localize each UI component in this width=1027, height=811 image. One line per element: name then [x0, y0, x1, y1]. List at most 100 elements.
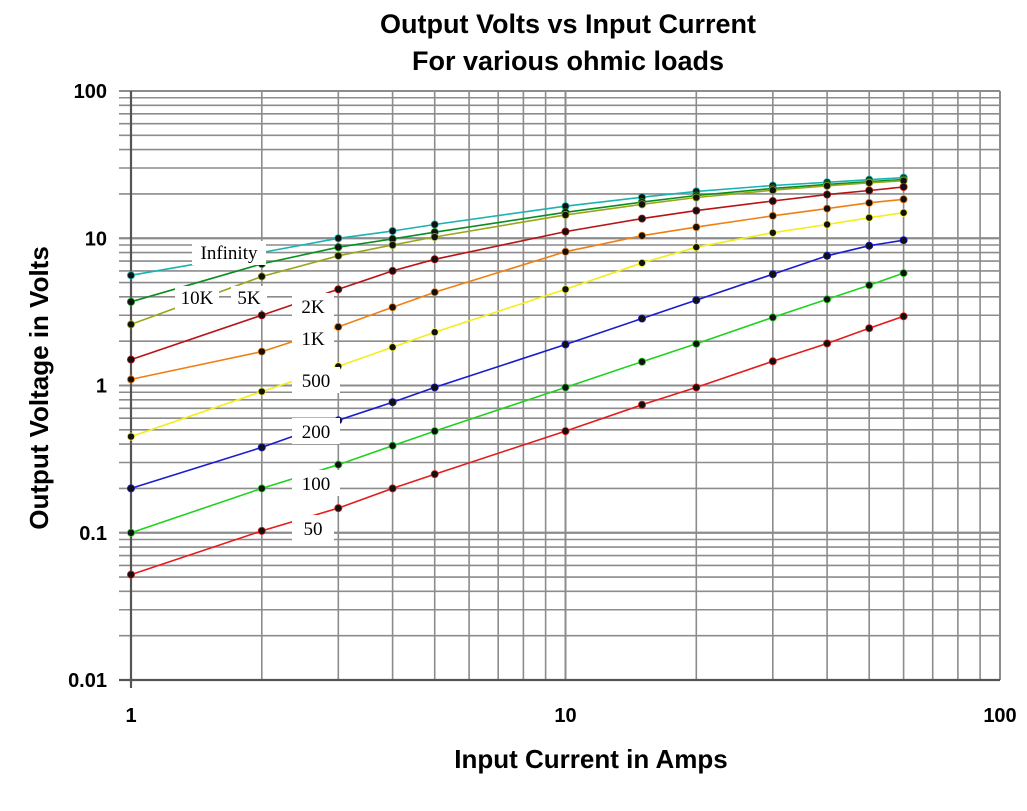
- data-point: [388, 441, 397, 450]
- x-axis-label: Input Current in Amps: [454, 744, 727, 774]
- y-tick-label: 100: [74, 81, 107, 103]
- data-point: [768, 313, 777, 322]
- data-point: [768, 186, 777, 195]
- data-point: [899, 208, 908, 217]
- series-line: [130, 178, 904, 303]
- data-point: [561, 247, 570, 256]
- data-point: [127, 375, 136, 384]
- data-point: [899, 312, 908, 321]
- data-point: [430, 470, 439, 479]
- data-point: [692, 243, 701, 252]
- data-point: [388, 343, 397, 352]
- data-point: [768, 357, 777, 366]
- data-point: [899, 236, 908, 245]
- data-point: [127, 570, 136, 579]
- series-label-box: [292, 418, 340, 444]
- tick-labels: 0.01 0.1 1 10 100 1 10 100: [68, 81, 1017, 727]
- data-point: [865, 198, 874, 207]
- data-point: [865, 186, 874, 195]
- data-point: [768, 270, 777, 279]
- x-tick-label: 10: [554, 705, 576, 727]
- data-point: [638, 200, 647, 209]
- series-label-box: [292, 515, 334, 541]
- series-label: 100: [302, 474, 331, 495]
- data-point: [430, 328, 439, 337]
- x-tick-label: 100: [983, 705, 1016, 727]
- data-point: [430, 232, 439, 241]
- data-point: [334, 251, 343, 260]
- data-point: [257, 387, 266, 396]
- x-tick-label: 1: [125, 705, 136, 727]
- data-point: [334, 243, 343, 252]
- series-label: 500: [302, 371, 331, 392]
- data-point: [561, 340, 570, 349]
- data-point: [334, 504, 343, 513]
- data-point: [865, 178, 874, 187]
- data-point: [430, 383, 439, 392]
- data-point: [823, 181, 832, 190]
- chart-subtitle: For various ohmic loads: [412, 46, 724, 76]
- data-point: [127, 528, 136, 537]
- series-label-box: [292, 470, 340, 496]
- data-point: [638, 231, 647, 240]
- data-point: [257, 526, 266, 535]
- data-point: [430, 427, 439, 436]
- data-point: [127, 484, 136, 493]
- data-point: [388, 240, 397, 249]
- data-point: [823, 295, 832, 304]
- data-point: [823, 204, 832, 213]
- series-label: 10K: [181, 288, 214, 309]
- series-label-box: [292, 325, 334, 351]
- data-point: [823, 251, 832, 260]
- data-point: [561, 383, 570, 392]
- data-point: [692, 223, 701, 232]
- series-label: Infinity: [201, 243, 258, 264]
- data-point: [430, 288, 439, 297]
- series-label: 50: [304, 519, 323, 540]
- data-point: [899, 182, 908, 191]
- data-point: [865, 213, 874, 222]
- data-point: [561, 427, 570, 436]
- chart-title: Output Volts vs Input Current: [380, 9, 756, 39]
- data-point: [257, 484, 266, 493]
- series-label: 5K: [237, 288, 261, 309]
- data-point: [768, 228, 777, 237]
- data-point: [823, 339, 832, 348]
- y-tick-label: 0.1: [79, 523, 107, 545]
- data-point: [561, 285, 570, 294]
- data-point: [388, 484, 397, 493]
- data-point: [388, 227, 397, 236]
- data-point: [257, 347, 266, 356]
- data-point: [638, 400, 647, 409]
- data-point: [127, 355, 136, 364]
- series-label-box: [292, 293, 334, 319]
- data-point: [561, 227, 570, 236]
- data-point: [430, 220, 439, 229]
- data-point: [334, 322, 343, 331]
- series-line: [130, 179, 904, 326]
- data-point: [823, 220, 832, 229]
- data-point: [127, 432, 136, 441]
- data-point: [561, 210, 570, 219]
- data-point: [638, 357, 647, 366]
- y-axis-label: Output Voltage in Volts: [24, 246, 54, 530]
- series-line: [130, 315, 904, 576]
- data-point: [638, 214, 647, 223]
- series-line: [130, 272, 904, 534]
- data-point: [692, 193, 701, 202]
- data-point: [768, 211, 777, 220]
- data-point: [127, 271, 136, 280]
- data-point: [430, 255, 439, 264]
- data-point: [257, 311, 266, 320]
- series-label-box: [231, 286, 267, 310]
- series-label: 2K: [301, 297, 325, 318]
- data-points: [127, 173, 908, 579]
- data-point: [692, 206, 701, 215]
- data-point: [388, 303, 397, 312]
- data-point: [865, 241, 874, 250]
- series-line: [130, 176, 904, 277]
- data-point: [692, 383, 701, 392]
- data-point: [638, 258, 647, 267]
- data-point: [865, 281, 874, 290]
- data-point: [899, 195, 908, 204]
